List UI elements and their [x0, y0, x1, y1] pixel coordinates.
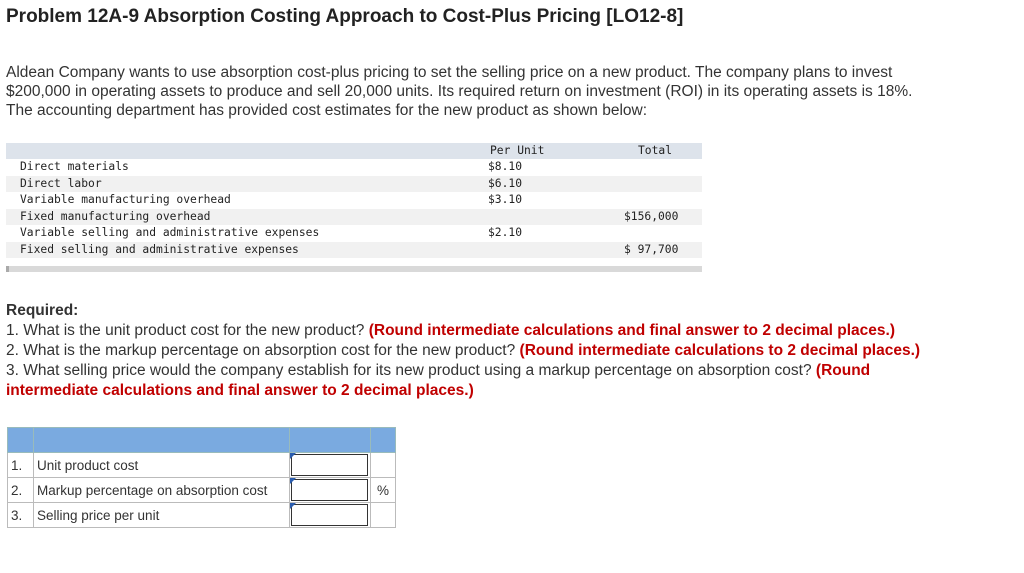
- rounding-note: (Round intermediate calculations to 2 de…: [519, 342, 921, 359]
- cost-label: Direct labor: [20, 176, 102, 190]
- intro-line: Aldean Company wants to use absorption c…: [6, 64, 893, 81]
- unit-product-cost-input[interactable]: [291, 454, 368, 476]
- rounding-note: (Round: [815, 362, 871, 379]
- answer-number: 3.: [7, 502, 34, 528]
- cost-label: Fixed selling and administrative expense…: [20, 242, 299, 256]
- cost-table-header: Per Unit Total: [6, 143, 702, 159]
- cost-row: Fixed selling and administrative expense…: [6, 241, 702, 258]
- problem-description: Aldean Company wants to use absorption c…: [6, 63, 1016, 120]
- answer-label: Markup percentage on absorption cost: [33, 477, 290, 503]
- question-2: 2. What is the markup percentage on abso…: [6, 341, 920, 361]
- answer-row: 3. Selling price per unit: [7, 502, 396, 528]
- question-text: 3. What selling price would the company …: [6, 362, 812, 379]
- cost-row: Direct labor $6.10: [6, 175, 702, 192]
- page-title: Problem 12A-9 Absorption Costing Approac…: [6, 6, 684, 27]
- answer-row: 2. Markup percentage on absorption cost …: [7, 477, 396, 503]
- question-3: 3. What selling price would the company …: [6, 361, 920, 381]
- table-spacer: [6, 258, 702, 262]
- per-unit-value: $8.10: [488, 160, 523, 173]
- answer-table-header: [7, 427, 396, 453]
- answer-unit: [370, 502, 396, 528]
- answer-unit: [370, 452, 396, 478]
- required-section: Required: 1. What is the unit product co…: [6, 301, 920, 401]
- question-3-cont: intermediate calculations and final answ…: [6, 381, 920, 401]
- answer-table: 1. Unit product cost 2. Markup percentag…: [7, 427, 396, 528]
- answer-number: 2.: [7, 477, 34, 503]
- input-flag-icon: [290, 453, 296, 459]
- answer-unit: %: [370, 477, 396, 503]
- cost-label: Fixed manufacturing overhead: [20, 209, 211, 223]
- input-flag-icon: [290, 503, 296, 509]
- per-unit-value: $2.10: [488, 226, 523, 239]
- question-text: 2. What is the markup percentage on abso…: [6, 342, 516, 359]
- cost-label: Direct materials: [20, 160, 129, 173]
- answer-row: 1. Unit product cost: [7, 452, 396, 478]
- cost-row: Variable manufacturing overhead $3.10: [6, 192, 702, 209]
- intro-line: $200,000 in operating assets to produce …: [6, 83, 913, 100]
- answer-label: Unit product cost: [33, 452, 290, 478]
- markup-percentage-input[interactable]: [291, 479, 368, 501]
- cost-estimates-table: Per Unit Total Direct materials $8.10 Di…: [6, 143, 702, 272]
- question-text: 1. What is the unit product cost for the…: [6, 322, 365, 339]
- rounding-note: intermediate calculations and final answ…: [6, 382, 474, 399]
- cost-label: Variable selling and administrative expe…: [20, 226, 320, 239]
- cost-row: Fixed manufacturing overhead $156,000: [6, 208, 702, 225]
- total-value: $156,000: [624, 209, 679, 223]
- table-scrollbar[interactable]: [6, 266, 702, 272]
- selling-price-input[interactable]: [291, 504, 368, 526]
- per-unit-header: Per Unit: [490, 144, 545, 157]
- question-1: 1. What is the unit product cost for the…: [6, 321, 920, 341]
- required-heading: Required:: [6, 302, 79, 319]
- cost-row: Variable selling and administrative expe…: [6, 225, 702, 242]
- answer-label: Selling price per unit: [33, 502, 290, 528]
- intro-line: The accounting department has provided c…: [6, 102, 648, 119]
- per-unit-value: $3.10: [488, 193, 523, 206]
- input-flag-icon: [290, 478, 296, 484]
- per-unit-value: $6.10: [488, 176, 523, 190]
- total-header: Total: [638, 144, 673, 157]
- cost-label: Variable manufacturing overhead: [20, 193, 231, 206]
- answer-number: 1.: [7, 452, 34, 478]
- cost-row: Direct materials $8.10: [6, 159, 702, 176]
- rounding-note: (Round intermediate calculations and fin…: [368, 322, 896, 339]
- total-value: $ 97,700: [624, 242, 679, 256]
